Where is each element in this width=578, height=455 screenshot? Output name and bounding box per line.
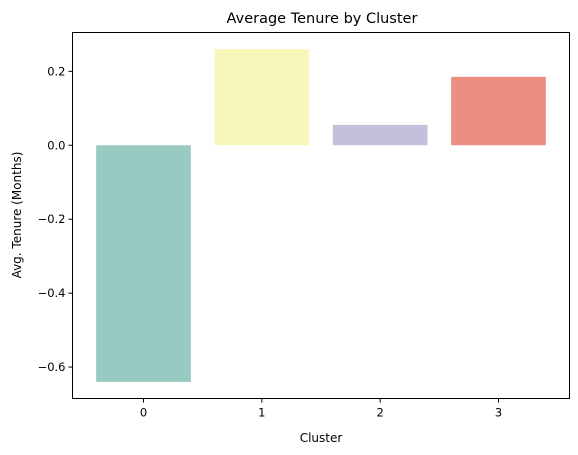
y-tick-label: 0.0 [47,138,65,152]
x-tick-label: 3 [495,406,502,420]
plot-frame [72,32,570,399]
bar-cluster-2 [332,124,428,146]
bar-cluster-0 [96,145,191,382]
x-tick-label: 0 [140,406,147,420]
chart-title: Average Tenure by Cluster [227,11,418,27]
y-axis-ticks: 0.2 0.0 −0.2 −0.4 −0.6 [38,64,73,374]
y-tick-label: 0.2 [47,64,65,78]
y-axis-label: Avg. Tenure (Months) [10,152,24,279]
x-tick-label: 2 [377,406,384,420]
y-tick-label: −0.2 [38,212,66,226]
y-tick-label: −0.4 [38,286,66,300]
x-axis-label: Cluster [300,431,343,445]
x-tick-label: 1 [258,406,265,420]
bar-cluster-1 [214,49,310,146]
bar-cluster-3 [451,76,546,146]
bars-group [96,49,546,382]
y-tick-label: −0.6 [38,360,66,374]
x-axis-ticks: 0 1 2 3 [140,398,502,420]
